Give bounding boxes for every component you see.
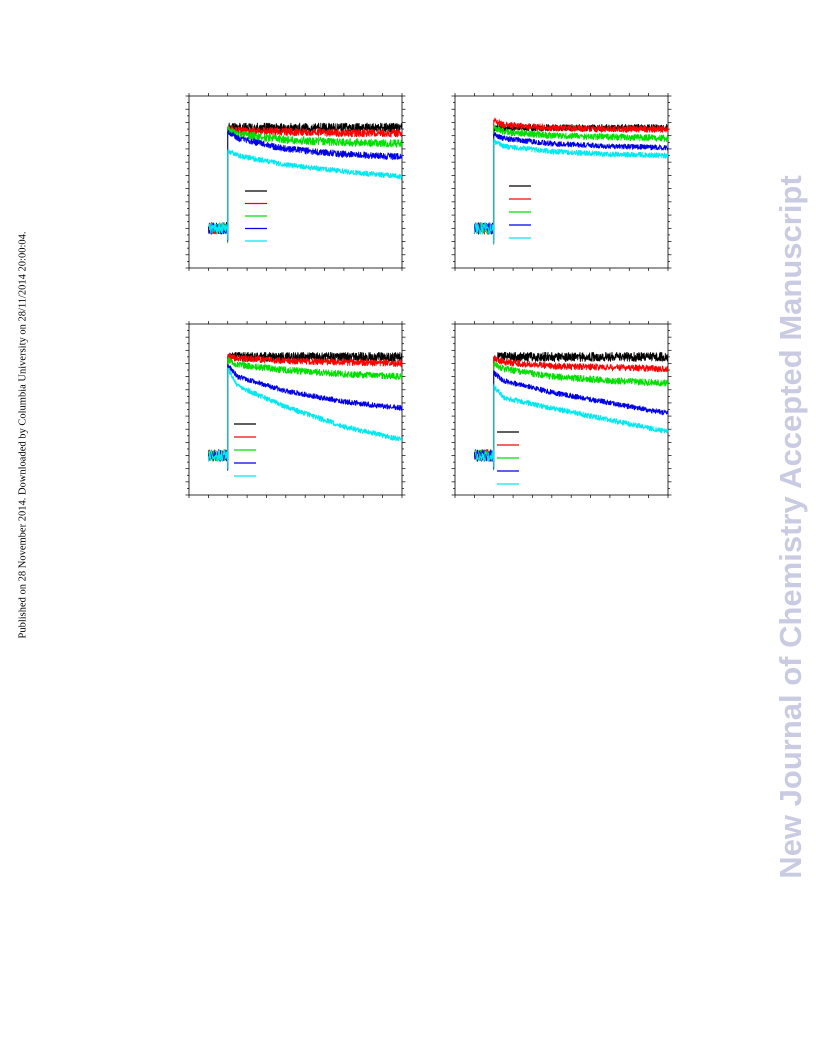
series-cyan-trace xyxy=(207,367,403,470)
series-blue-trace xyxy=(473,370,669,470)
chart-panel-3 xyxy=(185,321,406,498)
axis-ticks xyxy=(451,321,672,498)
series-cyan-trace xyxy=(474,383,669,468)
legend xyxy=(245,190,267,242)
plot-frame xyxy=(188,95,403,269)
series-red-trace xyxy=(473,355,669,467)
series-green-trace xyxy=(473,360,669,471)
series-black-trace xyxy=(473,351,669,469)
series-blue-trace xyxy=(207,364,403,471)
axis-ticks xyxy=(185,93,406,271)
axis-ticks xyxy=(451,93,672,271)
legend xyxy=(509,185,531,239)
series-green-trace xyxy=(473,124,669,242)
plot-frame xyxy=(454,95,669,269)
chart-panel-4 xyxy=(451,321,672,498)
legend xyxy=(497,431,519,485)
series-red-trace xyxy=(207,353,403,469)
series-blue-trace xyxy=(207,129,403,242)
series-blue-trace xyxy=(473,132,669,241)
series-red-trace xyxy=(473,117,669,243)
series-black-trace xyxy=(473,123,669,245)
series-red-trace xyxy=(207,125,403,240)
chart-panel-2 xyxy=(451,93,672,271)
series-cyan-trace xyxy=(208,149,403,241)
axis-ticks xyxy=(185,321,406,498)
series-green-trace xyxy=(208,125,403,244)
legend xyxy=(234,423,256,477)
series-green-trace xyxy=(207,357,403,467)
chart-panel-1 xyxy=(185,93,406,271)
series-cyan-trace xyxy=(473,138,669,244)
